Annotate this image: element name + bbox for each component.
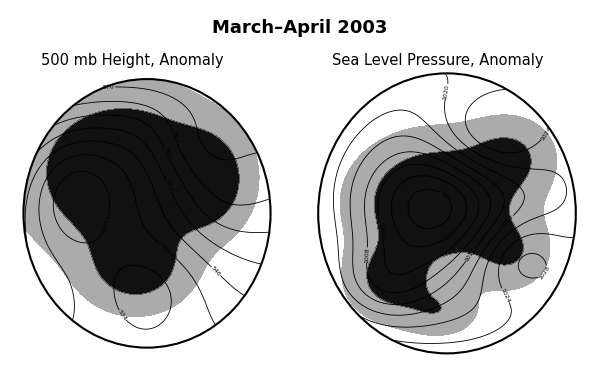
Text: 1020: 1020 xyxy=(443,83,450,100)
Text: 546: 546 xyxy=(210,265,222,277)
Text: 558: 558 xyxy=(163,147,172,160)
Text: 534: 534 xyxy=(102,218,110,231)
Text: 534: 534 xyxy=(117,309,128,322)
Text: 1016: 1016 xyxy=(501,214,515,229)
Text: 540: 540 xyxy=(158,241,170,253)
Text: 552: 552 xyxy=(164,179,173,192)
Text: 1012: 1012 xyxy=(464,247,477,262)
Text: 1008: 1008 xyxy=(364,247,370,263)
Text: 570: 570 xyxy=(103,85,115,90)
Text: 1024: 1024 xyxy=(500,287,511,304)
Text: 1004: 1004 xyxy=(377,222,385,238)
Text: 1028: 1028 xyxy=(538,265,551,281)
Text: Sea Level Pressure, Anomaly: Sea Level Pressure, Anomaly xyxy=(332,53,544,68)
Text: 1024: 1024 xyxy=(540,125,553,141)
Text: 564: 564 xyxy=(171,131,179,144)
Text: 996: 996 xyxy=(439,190,451,202)
Text: 1000: 1000 xyxy=(443,228,458,242)
Text: March–April 2003: March–April 2003 xyxy=(212,19,388,37)
Text: 500 mb Height, Anomaly: 500 mb Height, Anomaly xyxy=(41,53,223,68)
